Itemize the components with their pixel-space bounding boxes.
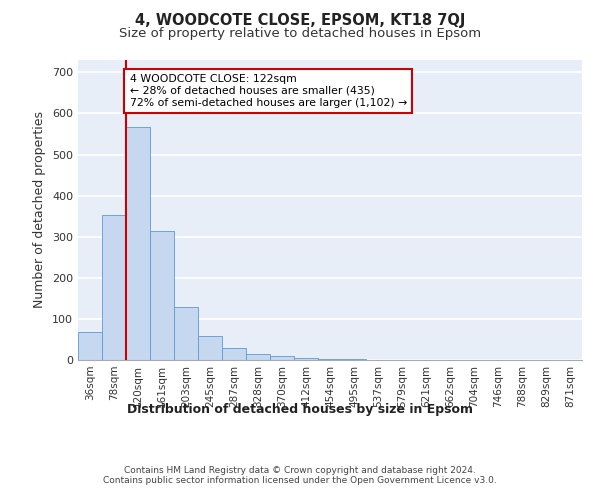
Bar bbox=[270, 356, 294, 360]
Bar bbox=[318, 359, 342, 360]
Text: 4, WOODCOTE CLOSE, EPSOM, KT18 7QJ: 4, WOODCOTE CLOSE, EPSOM, KT18 7QJ bbox=[135, 12, 465, 28]
Text: Distribution of detached houses by size in Epsom: Distribution of detached houses by size … bbox=[127, 402, 473, 415]
Text: 4 WOODCOTE CLOSE: 122sqm
← 28% of detached houses are smaller (435)
72% of semi-: 4 WOODCOTE CLOSE: 122sqm ← 28% of detach… bbox=[130, 74, 407, 108]
Text: Contains HM Land Registry data © Crown copyright and database right 2024.
Contai: Contains HM Land Registry data © Crown c… bbox=[103, 466, 497, 485]
Bar bbox=[198, 336, 222, 360]
Bar bbox=[294, 358, 318, 360]
Bar bbox=[150, 232, 174, 360]
Y-axis label: Number of detached properties: Number of detached properties bbox=[34, 112, 46, 308]
Text: Size of property relative to detached houses in Epsom: Size of property relative to detached ho… bbox=[119, 28, 481, 40]
Bar bbox=[78, 332, 102, 360]
Bar bbox=[342, 359, 366, 360]
Bar bbox=[102, 214, 126, 360]
Bar bbox=[222, 348, 246, 360]
Bar bbox=[174, 306, 198, 360]
Bar bbox=[126, 126, 150, 360]
Bar bbox=[246, 354, 270, 360]
